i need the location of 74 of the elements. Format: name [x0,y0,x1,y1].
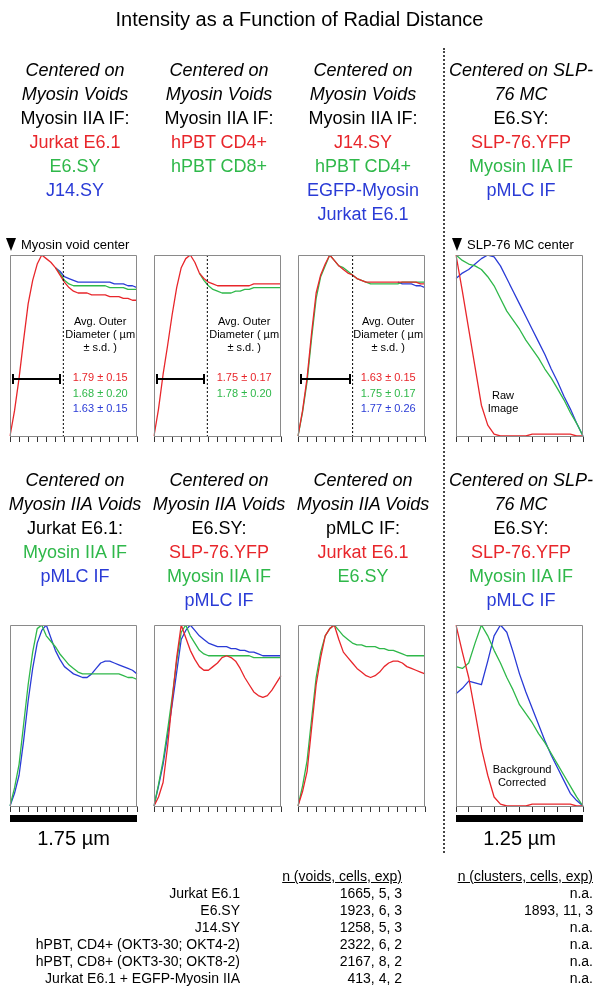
chart-subtitle: E6.SY: [190,517,248,540]
text: 1665, 5, 3 [338,885,402,902]
chart-subtitle: E6.SY: [492,107,550,130]
text: 2167, 8, 2 [338,953,402,970]
chart-title: Centered on Myosin Voids [20,59,130,106]
text: Myosin void center [21,237,130,252]
annotation: Avg. Outer Diameter ( µm ± s.d. ) [353,315,424,353]
text: n (voids, cells, exp) [282,868,402,884]
text: J14.SY [193,919,240,936]
text: n.a. [568,936,593,953]
text: pMLC IF [39,565,111,588]
chart-subtitle: Jurkat E6.1: [25,517,124,540]
text: E6.SY [48,155,102,178]
annotation: 1.75 ± 0.17 [360,387,416,400]
text: n (clusters, cells, exp) [457,868,593,884]
text: Myosin IIA IF [468,565,574,588]
text: E6.SY [336,565,390,588]
text: Jurkat E6.1 [28,131,122,154]
chart-subtitle: E6.SY: [492,517,550,540]
text: EGFP-Myosin Jurkat E6.1 [306,179,420,226]
annotation: 1.78 ± 0.20 [216,387,272,400]
text: n.a. [568,919,593,936]
chart-title: Centered on SLP-76 MC [447,469,595,516]
annotation: Avg. Outer Diameter ( µm ± s.d. ) [209,315,280,353]
series-label: pMLC IF [183,589,255,612]
text: E6.SY [199,902,240,919]
annotation: 1.75 ± 0.17 [216,371,272,384]
text: J14.SY [44,179,105,202]
text: n.a. [568,885,593,902]
annotation: 1.77 ± 0.26 [360,401,416,414]
text: SLP-76.YFP [167,541,270,564]
text: Jurkat E6.1 [168,885,240,902]
annotation: 1.63 ± 0.15 [72,401,128,414]
text: hPBT CD4+ [313,155,413,178]
text: 1258, 5, 3 [338,919,402,936]
text: 1.75 µm [36,827,111,850]
annotation: Background Corrected [492,762,552,788]
text: SLP-76 MC center [467,237,574,252]
chart-subtitle: Myosin IIA IF: [307,107,419,130]
series-label: pMLC IF [485,589,557,612]
chart-title: Centered on Myosin Voids [308,59,418,106]
text: hPBT, CD4+ (OKT3-30; OKT4-2) [34,936,240,953]
annotation: 1.79 ± 0.15 [72,371,128,384]
text: n.a. [568,970,593,987]
text: Jurkat E6.1 [316,541,410,564]
text: Myosin IIA IF [22,541,128,564]
chart-subtitle: Myosin IIA IF: [163,107,275,130]
text: 2322, 6, 2 [338,936,402,953]
chart-title: Centered on SLP-76 MC [447,59,595,106]
text: SLP-76.YFP [469,131,572,154]
chart-title: Centered on Myosin Voids [164,59,274,106]
annotation: 1.63 ± 0.15 [360,371,416,384]
text: J14.SY [332,131,393,154]
text: Jurkat E6.1 + EGFP-Myosin IIA [44,970,240,987]
chart-title: Centered on Myosin IIA Voids [151,469,287,516]
text: pMLC IF [485,179,557,202]
annotation: Avg. Outer Diameter ( µm ± s.d. ) [65,315,136,353]
text: Myosin IIA IF [166,565,272,588]
text: 1923, 6, 3 [338,902,402,919]
text: Myosin IIA IF [468,155,574,178]
text: hPBT, CD8+ (OKT3-30; OKT8-2) [34,953,240,970]
annotation: Raw Image [487,389,519,415]
text: 1893, 11, 3 [522,902,593,919]
chart-title: Centered on Myosin IIA Voids [7,469,143,516]
text: Intensity as a Function of Radial Distance [114,8,485,31]
text: n.a. [568,953,593,970]
text: hPBT CD4+ [169,131,269,154]
text: SLP-76.YFP [469,541,572,564]
text: hPBT CD8+ [169,155,269,178]
chart-subtitle: pMLC IF: [325,517,401,540]
annotation: 1.68 ± 0.20 [72,387,128,400]
text: 1.25 µm [482,827,557,850]
text: 413, 4, 2 [346,970,402,987]
chart-subtitle: Myosin IIA IF: [19,107,131,130]
